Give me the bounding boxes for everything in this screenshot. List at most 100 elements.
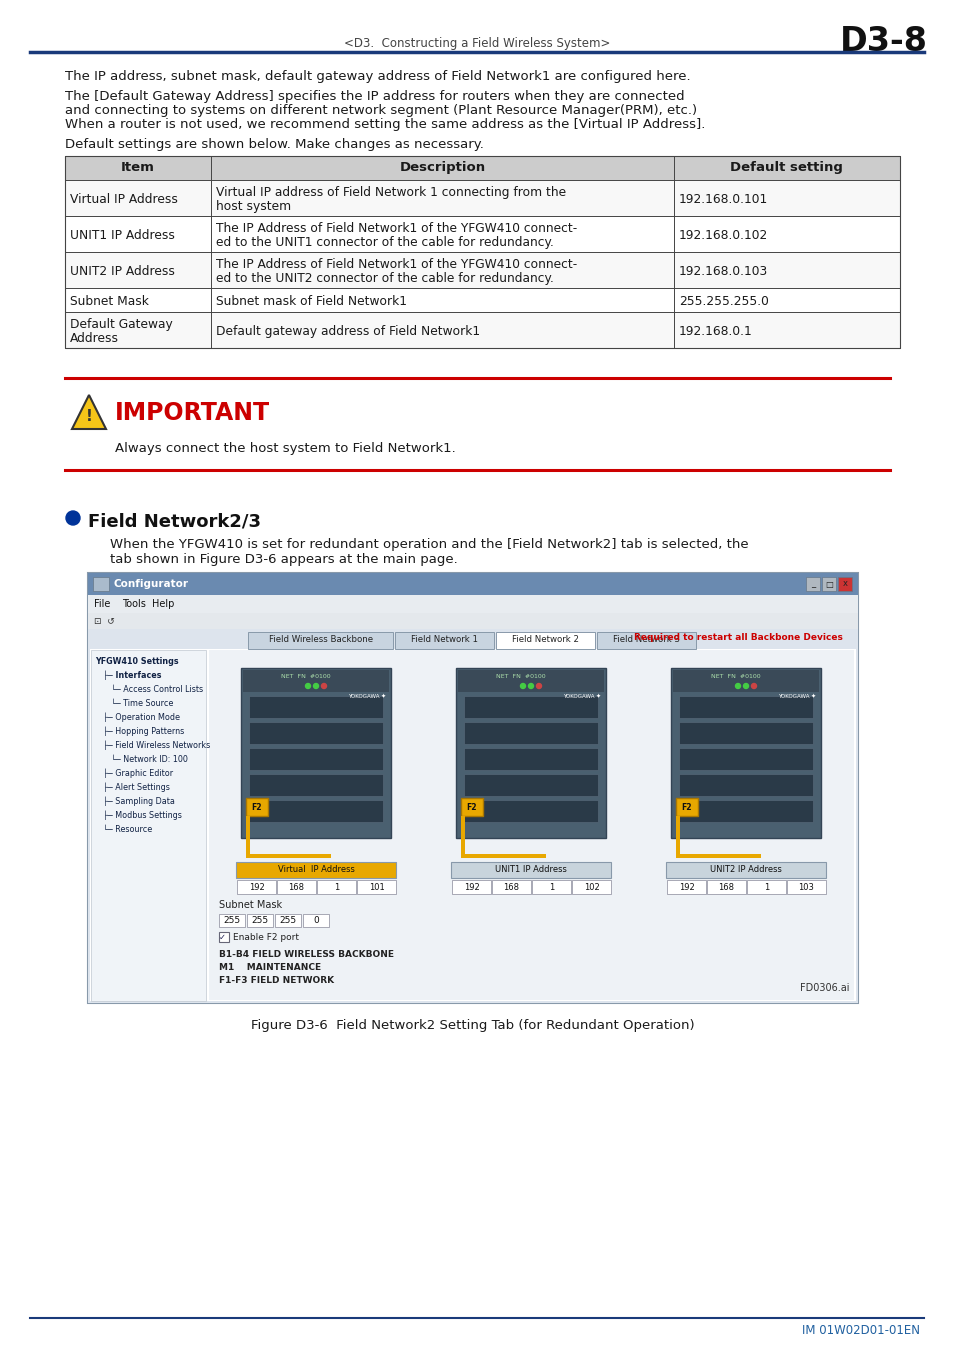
Text: Field Network2/3: Field Network2/3: [88, 512, 261, 531]
Bar: [805, 576, 820, 591]
Bar: [209, 649, 853, 1000]
Text: ├─ Sampling Data: ├─ Sampling Data: [103, 796, 174, 806]
Text: The IP Address of Field Network1 of the YFGW410 connect-: The IP Address of Field Network1 of the …: [215, 221, 577, 235]
Bar: [492, 880, 531, 894]
Bar: [460, 855, 545, 859]
Text: 192.168.0.103: 192.168.0.103: [679, 265, 767, 278]
Text: The IP Address of Field Network1 of the YFGW410 connect-: The IP Address of Field Network1 of the …: [215, 258, 577, 271]
Text: Description: Description: [399, 161, 485, 174]
Bar: [460, 798, 482, 815]
Bar: [65, 288, 899, 312]
Text: 0: 0: [313, 917, 318, 925]
Text: F2: F2: [252, 802, 262, 811]
Text: 255.255.255.0: 255.255.255.0: [679, 296, 768, 308]
Bar: [706, 880, 745, 894]
Text: 168: 168: [503, 883, 519, 891]
Bar: [451, 863, 610, 878]
Bar: [456, 668, 605, 838]
Bar: [463, 774, 598, 796]
Bar: [496, 632, 595, 649]
Bar: [219, 914, 245, 927]
Bar: [274, 914, 301, 927]
Text: 255: 255: [279, 917, 296, 925]
Bar: [463, 801, 598, 822]
Text: M1    MAINTENANCE: M1 MAINTENANCE: [219, 963, 321, 972]
Text: Default settings are shown below. Make changes as necessary.: Default settings are shown below. Make c…: [65, 138, 483, 151]
Text: 192: 192: [249, 883, 264, 891]
Bar: [463, 697, 598, 718]
Bar: [246, 798, 268, 815]
Bar: [460, 815, 464, 859]
Text: Address: Address: [70, 332, 119, 346]
Bar: [572, 880, 610, 894]
Bar: [679, 722, 812, 744]
Text: 168: 168: [288, 883, 304, 891]
Text: Subnet Mask: Subnet Mask: [219, 900, 282, 910]
Bar: [679, 697, 812, 718]
Text: 255: 255: [252, 917, 269, 925]
Bar: [597, 632, 696, 649]
Bar: [249, 774, 382, 796]
Text: UNIT1 IP Address: UNIT1 IP Address: [70, 230, 174, 242]
Bar: [88, 572, 857, 595]
Bar: [821, 576, 835, 591]
Bar: [241, 668, 391, 838]
Circle shape: [751, 683, 756, 688]
Text: Figure D3-6  Field Network2 Setting Tab (for Redundant Operation): Figure D3-6 Field Network2 Setting Tab (…: [251, 1019, 694, 1031]
Bar: [247, 914, 273, 927]
Bar: [246, 815, 250, 859]
Bar: [746, 880, 785, 894]
Text: ed to the UNIT1 connector of the cable for redundancy.: ed to the UNIT1 connector of the cable f…: [215, 236, 554, 248]
Circle shape: [314, 683, 318, 688]
Text: YFGW410 Settings: YFGW410 Settings: [95, 657, 178, 666]
Bar: [90, 649, 855, 1000]
Bar: [679, 774, 812, 796]
Bar: [670, 668, 821, 838]
Text: Subnet Mask: Subnet Mask: [70, 296, 149, 308]
Text: UNIT1 IP Address: UNIT1 IP Address: [495, 865, 566, 875]
Text: 192: 192: [678, 883, 694, 891]
Text: Item: Item: [121, 161, 154, 174]
Text: YOKOGAWA ✦: YOKOGAWA ✦: [778, 694, 815, 698]
Circle shape: [735, 683, 740, 688]
Text: _: _: [810, 579, 814, 589]
Bar: [243, 670, 389, 693]
Bar: [452, 880, 491, 894]
Text: Virtual IP Address: Virtual IP Address: [70, 193, 177, 207]
Text: Enable F2 port: Enable F2 port: [233, 933, 298, 941]
Text: IMPORTANT: IMPORTANT: [115, 401, 270, 425]
Bar: [395, 632, 494, 649]
Bar: [786, 880, 825, 894]
Bar: [65, 157, 899, 348]
Text: YOKOGAWA ✦: YOKOGAWA ✦: [348, 694, 386, 698]
Text: and connecting to systems on different network segment (Plant Resource Manager(P: and connecting to systems on different n…: [65, 104, 697, 117]
Bar: [235, 863, 395, 878]
Text: Always connect the host system to Field Network1.: Always connect the host system to Field …: [115, 441, 456, 455]
Bar: [303, 914, 329, 927]
Bar: [316, 880, 355, 894]
Text: Virtual IP address of Field Network 1 connecting from the: Virtual IP address of Field Network 1 co…: [215, 186, 565, 198]
Text: 1: 1: [548, 883, 554, 891]
Text: Default gateway address of Field Network1: Default gateway address of Field Network…: [215, 325, 479, 338]
Bar: [666, 880, 705, 894]
Bar: [88, 572, 857, 1003]
Text: ├─ Operation Mode: ├─ Operation Mode: [103, 713, 180, 722]
Text: ⊡  ↺: ⊡ ↺: [94, 617, 114, 625]
Text: ├─ Alert Settings: ├─ Alert Settings: [103, 783, 170, 792]
Text: Default setting: Default setting: [729, 161, 842, 174]
Text: F1-F3 FIELD NETWORK: F1-F3 FIELD NETWORK: [219, 976, 334, 986]
Text: Tools: Tools: [122, 599, 146, 609]
Text: Virtual  IP Address: Virtual IP Address: [277, 865, 355, 875]
Bar: [88, 629, 857, 1003]
Text: ed to the UNIT2 connector of the cable for redundancy.: ed to the UNIT2 connector of the cable f…: [215, 271, 554, 285]
Text: 255: 255: [223, 917, 240, 925]
Bar: [91, 649, 206, 1000]
Text: Configurator: Configurator: [113, 579, 189, 589]
Text: ├─ Hopping Patterns: ├─ Hopping Patterns: [103, 728, 184, 737]
Text: 192.168.0.1: 192.168.0.1: [679, 325, 752, 338]
Text: !: !: [86, 409, 92, 424]
Text: NET  FN  #0100: NET FN #0100: [710, 675, 760, 679]
Text: tab shown in Figure D3-6 appears at the main page.: tab shown in Figure D3-6 appears at the …: [110, 554, 457, 566]
Text: D3-8: D3-8: [840, 26, 927, 58]
Bar: [219, 931, 229, 942]
